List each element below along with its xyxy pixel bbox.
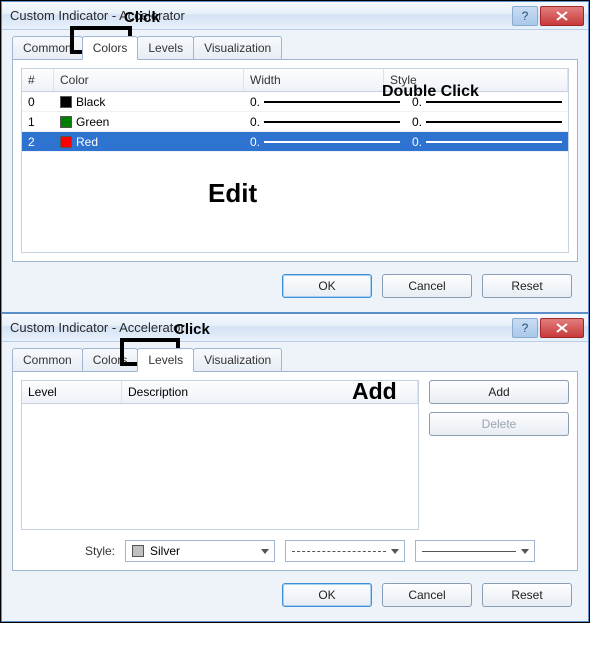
tab-common[interactable]: Common: [12, 36, 83, 59]
window-title: Custom Indicator - Accelerator: [10, 8, 512, 23]
color-row[interactable]: 2 Red 0. 0.: [22, 132, 568, 152]
style-color-name: Silver: [150, 544, 180, 558]
help-button[interactable]: ?: [512, 6, 538, 26]
color-name: Red: [76, 135, 98, 149]
tab-colors[interactable]: Colors: [82, 348, 139, 371]
dash-preview: [292, 551, 386, 552]
tab-visualization[interactable]: Visualization: [193, 36, 282, 59]
color-name: Black: [76, 95, 105, 109]
row-style[interactable]: 0.: [406, 95, 568, 109]
tab-levels[interactable]: Levels: [137, 348, 194, 372]
row-width[interactable]: 0.: [244, 95, 406, 109]
row-style[interactable]: 0.: [406, 115, 568, 129]
style-lineweight-combo[interactable]: [415, 540, 535, 562]
help-button[interactable]: ?: [512, 318, 538, 338]
levels-header: Level Description: [22, 381, 418, 404]
tab-visualization[interactable]: Visualization: [193, 348, 282, 371]
grid-empty-space: [22, 152, 568, 252]
row-style[interactable]: 0.: [406, 135, 568, 149]
style-label: Style:: [25, 544, 115, 558]
cancel-button[interactable]: Cancel: [382, 583, 472, 607]
titlebar[interactable]: Custom Indicator - Accelerator ?: [2, 2, 588, 30]
dialog-buttons: OK Cancel Reset: [12, 571, 578, 611]
delete-button: Delete: [429, 412, 569, 436]
color-row[interactable]: 1 Green 0. 0.: [22, 112, 568, 132]
row-index: 0: [22, 95, 54, 109]
row-colorname: Red: [54, 135, 244, 149]
colors-pane: # Color Width Style 0 Black 0.: [12, 59, 578, 262]
row-index: 1: [22, 115, 54, 129]
tabstrip: Common Colors Levels Visualization: [12, 36, 578, 59]
header-style[interactable]: Style: [384, 69, 568, 91]
color-swatch: [132, 545, 144, 557]
dialog-colors: Custom Indicator - Accelerator ? Common …: [1, 1, 589, 313]
dialog-levels: Custom Indicator - Accelerator ? Common …: [1, 313, 589, 622]
levels-side-buttons: Add Delete: [429, 380, 569, 530]
header-description[interactable]: Description: [122, 381, 418, 403]
window-title: Custom Indicator - Accelerator: [10, 320, 512, 335]
header-index[interactable]: #: [22, 69, 54, 91]
add-button[interactable]: Add: [429, 380, 569, 404]
style-linestyle-combo[interactable]: [285, 540, 405, 562]
close-button[interactable]: [540, 6, 584, 26]
tab-levels[interactable]: Levels: [137, 36, 194, 59]
row-width[interactable]: 0.: [244, 115, 406, 129]
dialog-buttons: OK Cancel Reset: [12, 262, 578, 302]
color-swatch: [60, 96, 72, 108]
colors-grid: # Color Width Style 0 Black 0.: [21, 68, 569, 253]
solid-preview: [422, 551, 516, 552]
row-width[interactable]: 0.: [244, 135, 406, 149]
color-swatch: [60, 116, 72, 128]
style-row: Style: Silver: [21, 530, 569, 562]
row-colorname: Black: [54, 95, 244, 109]
row-index: 2: [22, 135, 54, 149]
color-name: Green: [76, 115, 109, 129]
ok-button[interactable]: OK: [282, 274, 372, 298]
tab-colors[interactable]: Colors: [82, 36, 139, 60]
header-color[interactable]: Color: [54, 69, 244, 91]
cancel-button[interactable]: Cancel: [382, 274, 472, 298]
tab-common[interactable]: Common: [12, 348, 83, 371]
header-level[interactable]: Level: [22, 381, 122, 403]
row-colorname: Green: [54, 115, 244, 129]
tabstrip: Common Colors Levels Visualization: [12, 348, 578, 371]
close-button[interactable]: [540, 318, 584, 338]
ok-button[interactable]: OK: [282, 583, 372, 607]
header-width[interactable]: Width: [244, 69, 384, 91]
style-color-combo[interactable]: Silver: [125, 540, 275, 562]
grid-header: # Color Width Style: [22, 69, 568, 92]
reset-button[interactable]: Reset: [482, 583, 572, 607]
levels-grid[interactable]: Level Description: [21, 380, 419, 530]
color-swatch: [60, 136, 72, 148]
color-row[interactable]: 0 Black 0. 0.: [22, 92, 568, 112]
titlebar[interactable]: Custom Indicator - Accelerator ?: [2, 314, 588, 342]
levels-pane: Level Description Add Delete Style: Silv…: [12, 371, 578, 571]
reset-button[interactable]: Reset: [482, 274, 572, 298]
